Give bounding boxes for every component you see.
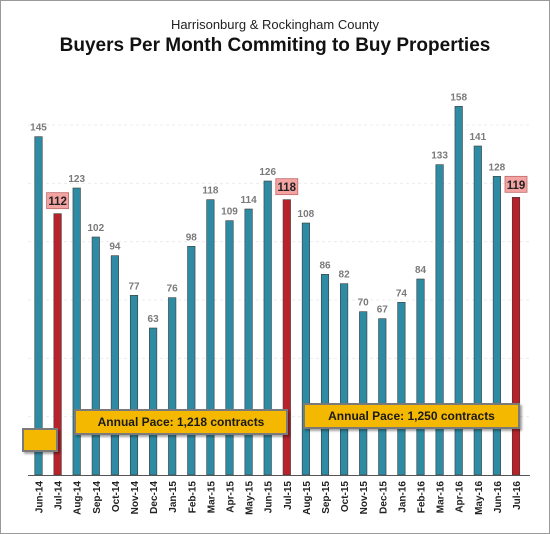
x-tick-label: Feb-16: [417, 481, 428, 514]
data-label: 109: [221, 207, 238, 218]
data-label: 145: [30, 123, 47, 134]
x-tick-label: Sep-14: [92, 481, 103, 514]
x-tick-label: Oct-15: [340, 481, 351, 513]
data-label: 74: [396, 288, 408, 299]
x-tick-label: Dec-15: [378, 481, 389, 514]
bar-dec-14: [149, 327, 158, 476]
bar-sep-15: [320, 274, 330, 476]
bar-jan-16: [397, 302, 406, 476]
x-tick-label: May-16: [474, 481, 485, 515]
bar-dec-15: [378, 318, 387, 476]
bar-oct-14: [110, 255, 119, 476]
bar-jun-14: [34, 136, 43, 476]
x-tick-label: Jul-15: [283, 481, 294, 510]
annual-pace-box-2015: Annual Pace: 1,218 contracts: [74, 409, 288, 435]
data-label: 141: [469, 132, 486, 143]
x-tick-label: Jul-16: [512, 481, 523, 510]
data-label: 119: [507, 180, 526, 192]
bar-sep-14: [91, 236, 100, 476]
data-label: 77: [128, 281, 140, 292]
bar-oct-15: [340, 283, 349, 476]
data-label: 76: [167, 284, 179, 295]
data-label: 86: [319, 260, 331, 271]
data-label: 118: [278, 182, 297, 194]
bar-nov-15: [359, 311, 368, 476]
chart-title: Buyers Per Month Commiting to Buy Proper…: [59, 35, 491, 56]
x-tick-label: Mar-15: [206, 481, 217, 514]
data-label-box: [275, 178, 299, 196]
annual-pace-box-previous: [22, 428, 58, 452]
bar-feb-16: [416, 278, 425, 476]
data-label: 98: [186, 232, 198, 243]
data-label: 70: [358, 298, 370, 309]
x-tick-label: Sep-15: [321, 481, 332, 514]
data-label: 118: [202, 186, 219, 197]
data-label: 82: [339, 270, 351, 281]
x-tick-label: Apr-16: [455, 481, 466, 513]
x-tick-label: Apr-15: [226, 481, 237, 513]
bar-aug-15: [301, 222, 310, 476]
bar-jul-16: [511, 197, 521, 476]
annual-pace-box-2016: Annual Pace: 1,250 contracts: [303, 403, 520, 429]
x-tick-label: Aug-15: [302, 481, 313, 515]
data-label: 158: [450, 92, 467, 103]
data-label: 84: [415, 265, 427, 276]
data-label: 114: [241, 195, 258, 206]
x-tick-label: Nov-15: [359, 481, 370, 515]
x-tick-label: Jul-14: [54, 481, 65, 510]
bar-nov-14: [129, 295, 139, 476]
bar-jan-15: [168, 297, 177, 476]
data-label: 128: [489, 162, 506, 173]
chart-subtitle: Harrisonburg & Rockingham County: [170, 17, 380, 32]
bar-may-15: [244, 208, 253, 476]
x-tick-label: Jun-14: [35, 481, 46, 514]
x-tick-label: Oct-14: [111, 481, 122, 513]
data-label: 67: [377, 305, 389, 316]
x-tick-label: Jun-15: [264, 481, 275, 514]
x-tick-label: Aug-14: [73, 481, 84, 515]
data-label-box: [504, 175, 528, 193]
x-tick-label: Jan-15: [168, 481, 179, 513]
data-label: 94: [109, 242, 121, 253]
x-tick-label: Mar-16: [436, 481, 447, 514]
x-tick-label: Nov-14: [130, 481, 141, 515]
data-label: 108: [298, 209, 315, 220]
bar-jun-16: [492, 176, 501, 476]
x-tick-label: Jan-16: [397, 481, 408, 513]
data-label: 133: [431, 151, 448, 162]
data-label-box: [46, 192, 69, 210]
data-label: 102: [87, 223, 104, 234]
data-label: 123: [68, 174, 85, 185]
data-label: 126: [259, 167, 276, 178]
x-tick-label: Jun-16: [493, 481, 504, 514]
bar-apr-15: [225, 220, 234, 476]
data-label: 112: [48, 196, 67, 208]
x-tick-label: Dec-14: [149, 481, 160, 514]
bar-feb-15: [187, 246, 196, 476]
data-label: 63: [148, 314, 160, 325]
x-tick-label: Feb-15: [187, 481, 198, 514]
x-tick-label: May-15: [245, 481, 256, 515]
